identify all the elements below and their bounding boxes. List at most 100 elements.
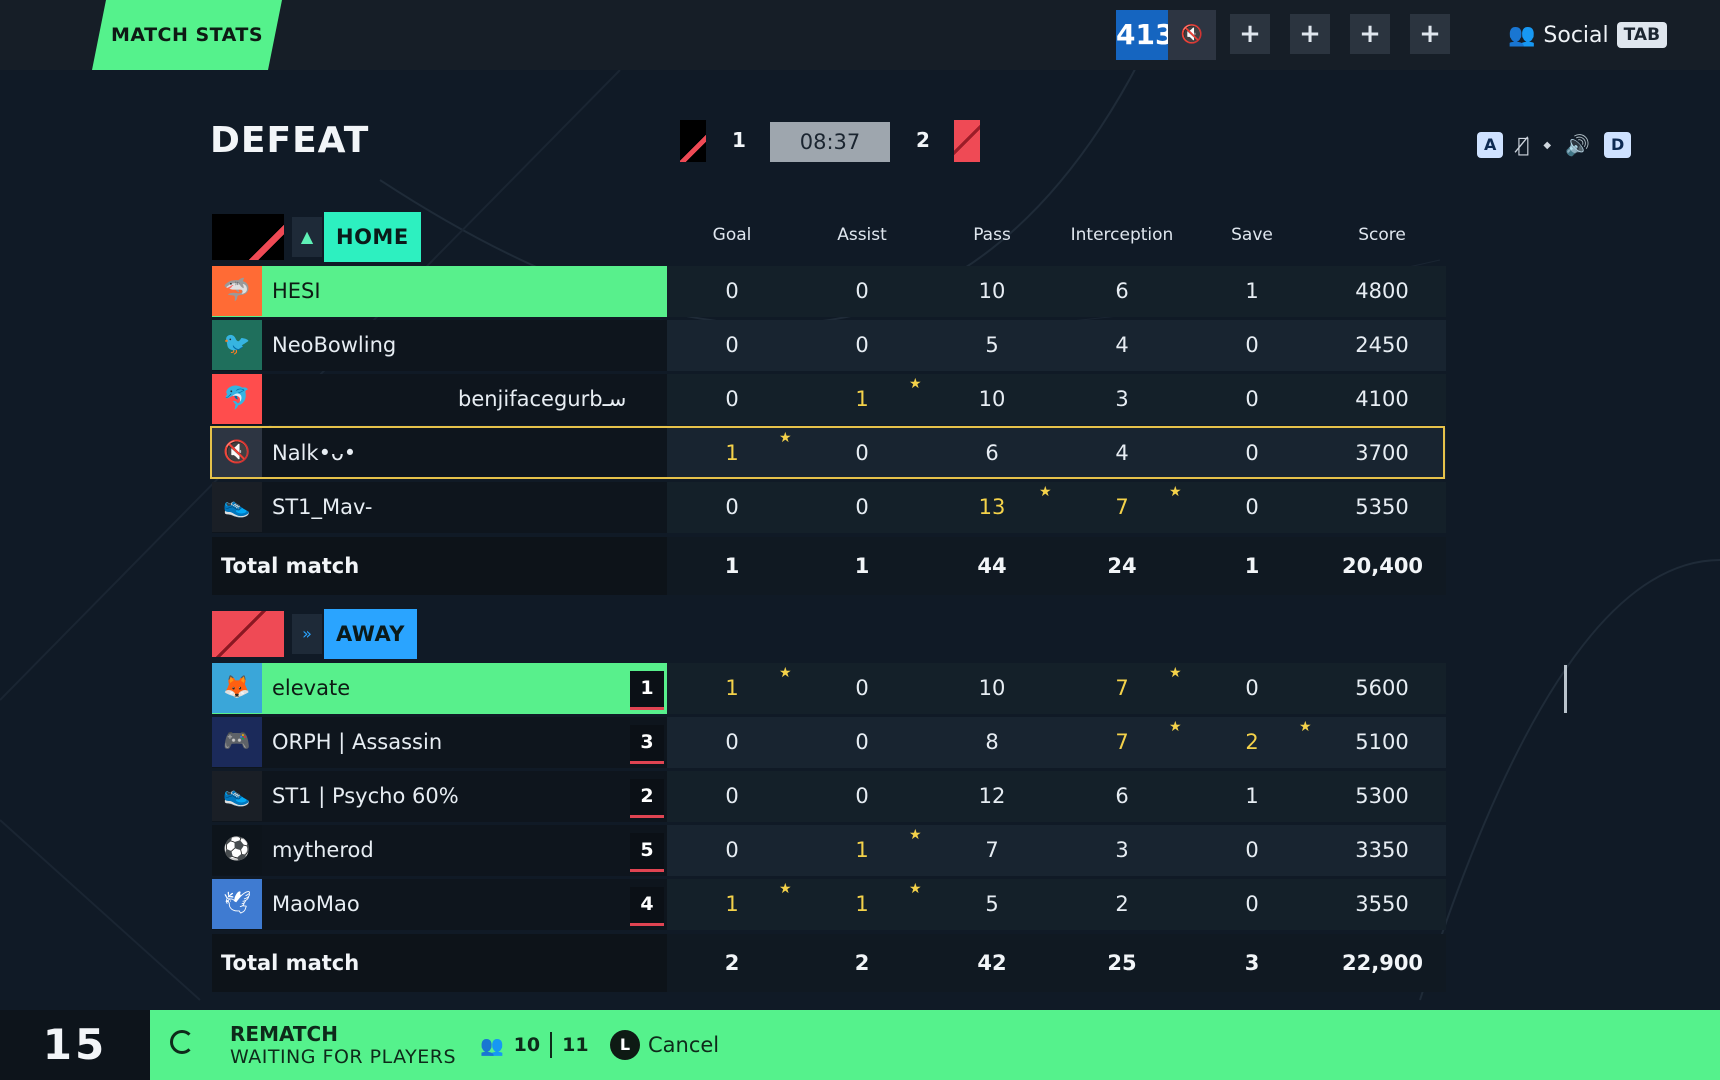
ball-avatar-icon: ⚽ (212, 825, 262, 875)
rank-badge: 3 (630, 725, 664, 764)
stat-score: 3550 (1355, 892, 1409, 916)
col-pass: Pass (973, 225, 1011, 245)
top-bar: MATCH STATS 413 🔇 + + + + 👥 Social TAB (0, 0, 1720, 70)
speaker-icon[interactable]: 🔊 (1565, 133, 1591, 157)
home-player-row[interactable]: 👟 ST1_Mav- 0 0 13 ★ 7 ★ 0 5350 (212, 482, 1446, 533)
star-icon: ★ (1169, 665, 1182, 681)
away-player-row[interactable]: ⚽ mytherod 5 0 1 ★ 7 3 0 3350 (212, 825, 1446, 876)
stat-save: 0 (1245, 495, 1259, 519)
stat-pass: 6 (985, 441, 999, 465)
stat-pass: 7 (985, 838, 999, 862)
stat-assist: 0 (855, 279, 869, 303)
stats-column-headers: Goal Assist Pass Interception Save Score (0, 225, 1720, 255)
tab-match-stats-label: MATCH STATS (110, 24, 264, 46)
player-name: ST1 | Psycho 60% (272, 784, 459, 808)
away-player-row[interactable]: 👟 ST1 | Psycho 60% 2 0 0 12 6 1 5300 (212, 771, 1446, 822)
muted-avatar-icon: 🔇 (212, 428, 262, 478)
add-party-member-button[interactable]: + (1230, 14, 1270, 54)
stat-interception: 7 (1115, 676, 1129, 700)
away-player-row[interactable]: 🎮 ORPH | Assassin 3 0 0 8 7 ★ 2 ★ 5100 (212, 717, 1446, 768)
stat-pass: 10 (978, 387, 1006, 411)
home-team-crest (212, 214, 284, 260)
home-player-row[interactable]: 🐦 NeoBowling 0 0 5 4 0 2450 (212, 320, 1446, 371)
rank-badge: 5 (630, 833, 664, 872)
scrollbar-handle[interactable] (1564, 665, 1567, 713)
stat-assist: 0 (855, 495, 869, 519)
away-team-label: AWAY (324, 609, 417, 659)
star-icon: ★ (1169, 484, 1182, 500)
player-name: benjifacegurbسـ (458, 387, 627, 411)
away-total-pass: 42 (977, 951, 1007, 975)
stat-score: 5300 (1355, 784, 1409, 808)
stat-interception: 4 (1115, 441, 1129, 465)
tab-match-stats[interactable]: MATCH STATS (92, 0, 282, 70)
stat-score: 5600 (1355, 676, 1409, 700)
players-ready-count: 👥 10 11 (480, 1032, 589, 1058)
social-label: Social (1543, 22, 1609, 48)
star-icon: ★ (1039, 484, 1052, 500)
home-player-row[interactable]: 🐬 benjifacegurbسـ 0 1 ★ 10 3 0 4100 (212, 374, 1446, 425)
stat-save: 0 (1245, 676, 1259, 700)
stat-score: 4100 (1355, 387, 1409, 411)
away-player-row[interactable]: 🕊 MaoMao 4 1 ★ 1 ★ 5 2 0 3550 (212, 879, 1446, 930)
home-total-pass: 44 (977, 554, 1007, 578)
toucan-avatar-icon: 🐦 (212, 320, 262, 370)
stat-assist: 0 (855, 784, 869, 808)
players-icon: 👥 (480, 1034, 504, 1057)
stat-assist: 0 (855, 730, 869, 754)
muted-avatar-icon: 🔇 (1168, 10, 1216, 60)
away-total-interception: 25 (1107, 951, 1137, 975)
home-total-save: 1 (1244, 554, 1260, 578)
add-party-member-button[interactable]: + (1350, 14, 1390, 54)
stat-score: 5350 (1355, 495, 1409, 519)
rematch-title: REMATCH (230, 1022, 338, 1046)
stat-goal: 1 (725, 441, 739, 465)
stat-interception: 6 (1115, 279, 1129, 303)
stat-interception: 6 (1115, 784, 1129, 808)
home-player-row[interactable]: 🔇 Nalk•ᴗ• 1 ★ 0 6 4 0 3700 (212, 428, 1446, 479)
stat-assist: 0 (855, 676, 869, 700)
discord-avatar-icon: 🎮 (212, 717, 262, 767)
home-player-row[interactable]: 🦈 HESI 0 0 10 6 1 4800 (212, 266, 1446, 317)
star-icon: ★ (1169, 719, 1182, 735)
stat-goal: 0 (725, 730, 739, 754)
social-button[interactable]: 👥 Social TAB (1508, 19, 1668, 51)
away-player-row[interactable]: 🦊 elevate 1 1 ★ 0 10 7 ★ 0 5600 (212, 663, 1446, 714)
double-chevron-right-icon: » (292, 614, 322, 654)
mic-muted-icon[interactable]: 🎙̸ (1517, 133, 1530, 157)
stat-save: 0 (1245, 387, 1259, 411)
boot-avatar-icon: 👟 (212, 482, 262, 532)
star-icon: ★ (779, 881, 792, 897)
stat-goal: 0 (725, 838, 739, 862)
stat-pass: 8 (985, 730, 999, 754)
player-name: mytherod (272, 838, 374, 862)
cancel-button[interactable]: L Cancel (610, 1030, 719, 1060)
rank-badge: 4 (630, 887, 664, 926)
add-party-member-button[interactable]: + (1410, 14, 1450, 54)
col-assist: Assist (837, 225, 887, 245)
players-separator (550, 1032, 553, 1058)
stat-pass: 12 (978, 784, 1006, 808)
stat-pass: 10 (978, 279, 1006, 303)
players-total: 11 (562, 1034, 589, 1056)
stat-pass: 5 (985, 333, 999, 357)
stat-goal: 1 (725, 892, 739, 916)
stat-assist: 0 (855, 333, 869, 357)
stat-save: 0 (1245, 441, 1259, 465)
home-total-score: 20,400 (1342, 554, 1424, 578)
social-keycap: TAB (1616, 22, 1668, 48)
player-name: ST1_Mav- (272, 495, 373, 519)
away-total-score: 22,900 (1342, 951, 1424, 975)
home-team-flag (680, 120, 706, 162)
stat-assist: 1 (855, 892, 869, 916)
col-score: Score (1358, 225, 1406, 245)
col-goal: Goal (712, 225, 752, 245)
add-party-member-button[interactable]: + (1290, 14, 1330, 54)
stat-save: 1 (1245, 279, 1259, 303)
player-level-badge[interactable]: 413 🔇 (1116, 10, 1216, 60)
stat-assist: 1 (855, 838, 869, 862)
loading-spinner-icon (170, 1030, 194, 1054)
star-icon: ★ (779, 430, 792, 446)
away-score: 2 (916, 128, 930, 152)
bird-avatar-icon: 🕊 (212, 879, 262, 929)
